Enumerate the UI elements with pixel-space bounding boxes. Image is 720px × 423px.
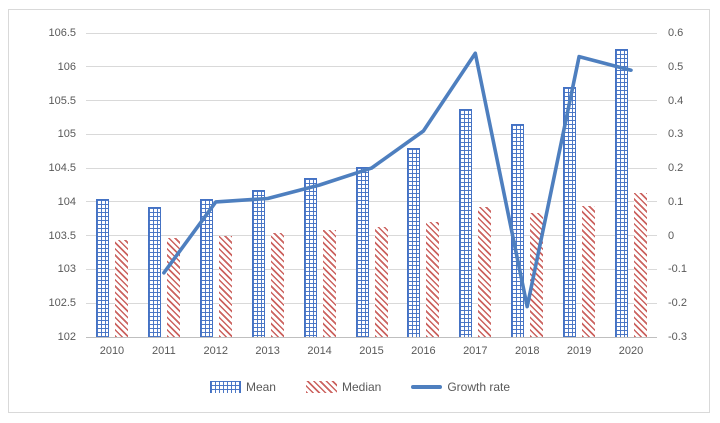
- y-axis-label-right: 0.3: [668, 128, 684, 141]
- y-axis-label-left: 105.5: [48, 94, 76, 107]
- x-axis-label: 2014: [307, 345, 332, 357]
- mean-bar-2020: [615, 48, 629, 337]
- x-axis-label: 2012: [203, 345, 228, 357]
- median-bar-2010: [114, 239, 128, 337]
- legend-label-median: Median: [341, 380, 382, 394]
- x-axis-label: 2016: [411, 345, 436, 357]
- y-axis-label-right: 0.4: [668, 94, 684, 107]
- legend-item-median: Median: [305, 380, 382, 394]
- mean-bar-2013: [251, 189, 265, 337]
- gridline: [86, 66, 657, 68]
- y-axis-label-right: -0.1: [668, 263, 687, 276]
- y-axis-label-right: 0: [668, 229, 675, 242]
- median-bar-2011: [166, 238, 180, 337]
- chart-legend: Mean Median Growth rate: [0, 377, 720, 397]
- y-axis-label-left: 103.5: [48, 229, 76, 242]
- mean-bar-2016: [407, 147, 421, 337]
- mean-bar-2012: [199, 199, 213, 337]
- y-axis-label-right: 0.1: [668, 195, 684, 208]
- mean-bar-2014: [303, 177, 317, 337]
- median-bar-2016: [426, 222, 440, 337]
- y-axis-label-left: 102: [57, 331, 76, 343]
- x-axis-label: 2011: [152, 345, 176, 357]
- y-axis-label-right: 0.5: [668, 60, 684, 73]
- median-bar-2014: [322, 230, 336, 337]
- median-bar-2018: [530, 212, 544, 337]
- mean-swatch-icon: [209, 381, 241, 393]
- y-axis-label-left: 106: [57, 60, 76, 73]
- y-axis-label-right: -0.2: [668, 297, 687, 310]
- median-bar-2015: [374, 226, 388, 337]
- mean-bar-2019: [563, 87, 577, 337]
- x-axis-label: 2017: [463, 345, 488, 357]
- median-bar-2013: [270, 232, 284, 337]
- mean-bar-2011: [147, 206, 161, 337]
- gridline: [86, 32, 657, 34]
- growth-rate-line-icon: [411, 385, 443, 389]
- y-axis-label-left: 104: [57, 195, 76, 208]
- mean-bar-2010: [95, 199, 109, 337]
- y-axis-label-right: 0.6: [668, 27, 684, 39]
- legend-label-growth-rate: Growth rate: [447, 380, 511, 394]
- x-axis-label: 2018: [514, 345, 540, 357]
- median-bar-2017: [478, 207, 492, 337]
- x-axis-label: 2015: [359, 345, 384, 357]
- y-axis-label-left: 104.5: [48, 162, 76, 175]
- median-swatch-icon: [305, 381, 337, 393]
- x-axis-label: 2019: [566, 345, 592, 357]
- gridline: [86, 336, 657, 338]
- y-axis-label-left: 102.5: [48, 297, 76, 310]
- median-bar-2019: [582, 205, 596, 337]
- y-axis-label-right: 0.2: [668, 162, 684, 175]
- y-axis-label-right: -0.3: [668, 331, 687, 343]
- median-bar-2020: [634, 193, 648, 337]
- y-axis-label-left: 106.5: [48, 27, 76, 39]
- legend-item-growth-rate: Growth rate: [411, 380, 510, 394]
- mean-bar-2017: [459, 109, 473, 337]
- mean-bar-2015: [355, 166, 369, 337]
- x-axis-label: 2020: [618, 345, 644, 357]
- x-axis-label: 2013: [255, 345, 280, 357]
- median-bar-2012: [218, 235, 232, 337]
- x-axis-label: 2010: [99, 345, 125, 357]
- y-axis-label-left: 103: [57, 263, 76, 276]
- legend-label-mean: Mean: [245, 380, 276, 394]
- legend-item-mean: Mean: [209, 380, 276, 394]
- mean-bar-2018: [511, 124, 525, 337]
- y-axis-label-left: 105: [57, 128, 76, 141]
